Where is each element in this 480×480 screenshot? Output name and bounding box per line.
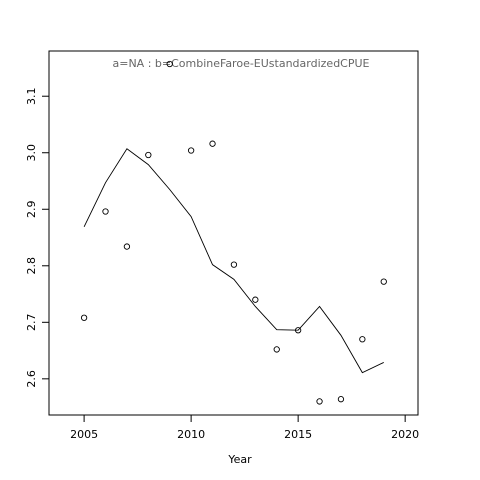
- data-point: [123, 243, 131, 250]
- data-point: [316, 398, 323, 405]
- data-point: [252, 296, 259, 303]
- data-point: [273, 346, 280, 353]
- fit-line: [83, 148, 384, 374]
- x-tick-label: 2020: [391, 428, 419, 441]
- x-tick-label: 2010: [177, 428, 205, 441]
- x-tick-label: 2005: [70, 428, 98, 441]
- y-tick-label: 2.9: [25, 201, 38, 219]
- data-point: [102, 208, 109, 215]
- y-tick-label: 3.0: [25, 144, 38, 162]
- data-point: [145, 151, 152, 159]
- data-point: [166, 60, 173, 68]
- x-axis-label: Year: [227, 453, 252, 466]
- y-tick-label: 2.7: [25, 314, 38, 332]
- data-point: [380, 278, 387, 285]
- y-tick-label: 2.8: [25, 257, 38, 275]
- data-point: [209, 140, 216, 147]
- data-point: [230, 261, 238, 268]
- x-tick-label: 2015: [284, 428, 312, 441]
- data-point: [80, 314, 88, 321]
- data-point: [337, 396, 345, 403]
- plot-frame: [48, 50, 419, 416]
- data-point: [359, 336, 366, 343]
- data-point: [187, 147, 195, 154]
- y-tick-label: 3.1: [25, 87, 38, 105]
- y-tick-label: 2.6: [25, 370, 38, 388]
- chart-title: a=NA : b=CombineFaroe-EUstandardizedCPUE: [112, 57, 369, 70]
